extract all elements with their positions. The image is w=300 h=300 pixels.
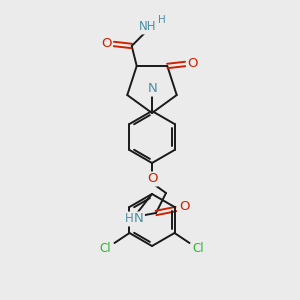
Text: H: H — [124, 212, 134, 226]
Text: O: O — [101, 38, 112, 50]
Text: Cl: Cl — [193, 242, 204, 254]
Text: N: N — [134, 212, 144, 226]
Text: O: O — [179, 200, 189, 212]
Text: H: H — [158, 15, 166, 25]
Text: NH: NH — [139, 20, 157, 34]
Text: O: O — [147, 172, 157, 185]
Text: N: N — [148, 82, 158, 95]
Text: Cl: Cl — [100, 242, 111, 254]
Text: O: O — [187, 58, 197, 70]
